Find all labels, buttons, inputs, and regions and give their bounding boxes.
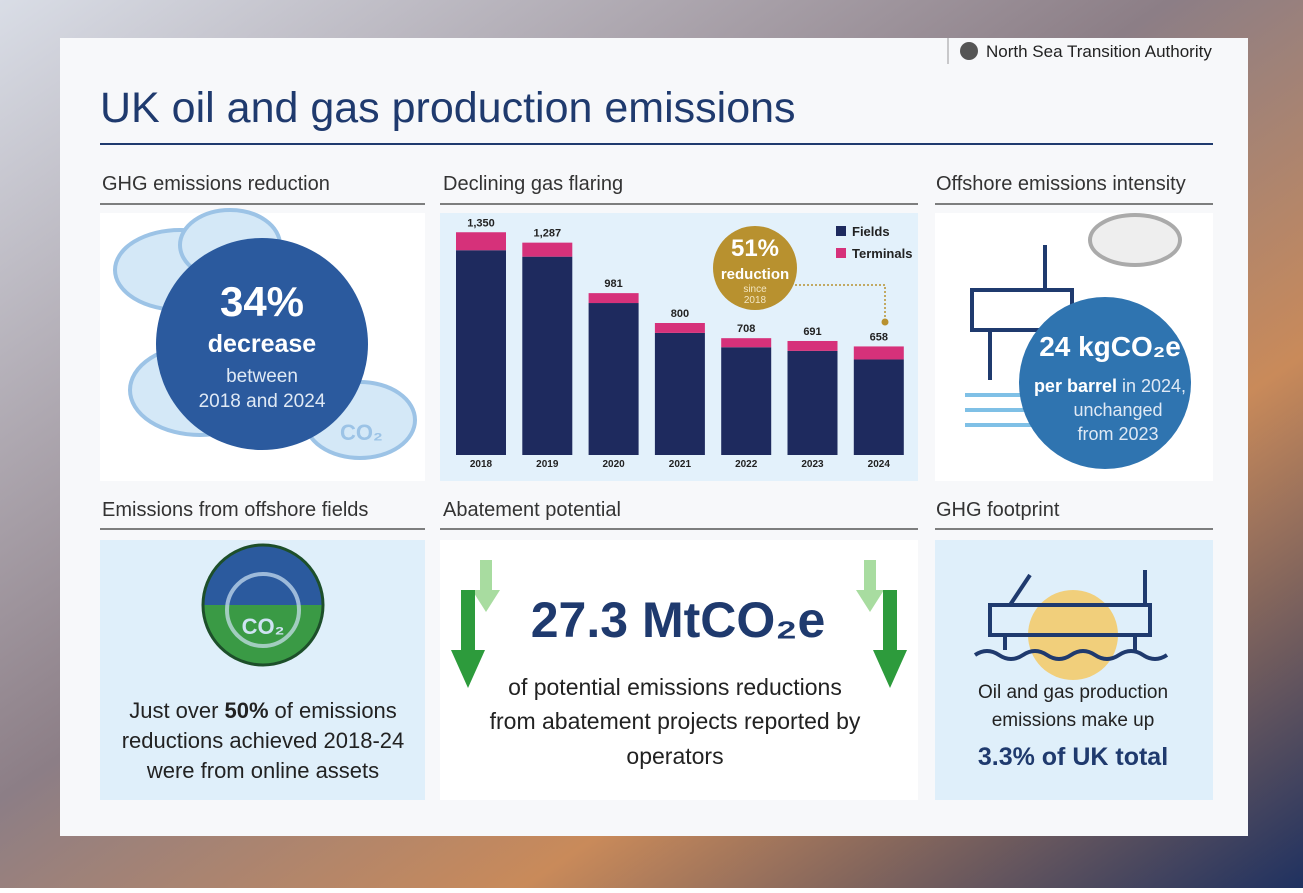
bar-segment <box>522 242 573 257</box>
icon-arrow <box>225 572 301 648</box>
heading: Emissions from offshore fields <box>102 499 368 521</box>
total-label: 708 <box>737 323 755 335</box>
bar-segment <box>654 323 705 333</box>
decoration <box>100 203 1213 530</box>
icon-bottom <box>203 605 323 665</box>
description: Just over 50% of emissions <box>129 698 397 723</box>
annotation-note: since <box>743 284 767 295</box>
heading: GHG emissions reduction <box>102 173 330 195</box>
bar-segment <box>588 293 639 304</box>
bar-segment <box>721 338 772 348</box>
decoration <box>973 570 1169 661</box>
total-label: 691 <box>803 326 821 338</box>
total-label: 658 <box>870 331 888 343</box>
x-tick-label: 2023 <box>801 459 824 470</box>
emphasis: 50% <box>224 698 268 723</box>
legend-swatch <box>836 248 846 258</box>
description: emissions make up <box>992 710 1155 731</box>
description: 2018 and 2024 <box>199 391 326 412</box>
x-tick-label: 2020 <box>602 459 625 470</box>
bar-segment <box>456 250 506 455</box>
bar-segment <box>787 340 838 351</box>
annotation-label: reduction <box>721 266 789 283</box>
panel <box>440 540 918 800</box>
annotation-value: 51% <box>731 235 779 262</box>
legend-label: Fields <box>852 224 890 239</box>
annotation-circle <box>713 226 797 310</box>
description: between <box>226 366 298 387</box>
value-label: decrease <box>208 330 317 358</box>
text: of emissions <box>275 698 397 723</box>
legend-swatch <box>836 226 846 236</box>
page-title: UK oil and gas production emissions <box>100 84 796 132</box>
annotation-note: 2018 <box>744 295 767 306</box>
arrow <box>451 590 485 688</box>
text: Just over <box>129 698 218 723</box>
description: from abatement projects reported by <box>490 708 861 734</box>
organization: North Sea Transition Authority <box>986 42 1212 61</box>
bar-segment <box>654 332 705 455</box>
legend-label: Terminals <box>852 246 912 261</box>
arrows <box>451 560 907 688</box>
arrow <box>856 560 884 612</box>
total-label: 981 <box>604 278 622 290</box>
x-tick-label: 2019 <box>536 459 559 470</box>
heading: GHG footprint <box>936 499 1060 521</box>
arrow <box>873 590 907 688</box>
description: were from online assets <box>146 758 379 783</box>
heading: Declining gas flaring <box>443 173 623 195</box>
heading: Abatement potential <box>443 499 621 521</box>
cloud <box>1088 213 1182 267</box>
crane <box>1008 573 1032 607</box>
total-label: 800 <box>671 308 689 320</box>
platform <box>988 603 1152 637</box>
description: Oil and gas production <box>978 682 1168 703</box>
crest <box>960 42 978 60</box>
wave <box>973 649 1169 661</box>
description: reductions achieved 2018-24 <box>122 728 405 753</box>
bar-segment <box>721 347 772 455</box>
big-value: 34% <box>220 278 304 325</box>
icon-label: CO₂ <box>340 420 383 445</box>
description: per barrel in 2024, <box>1034 376 1186 396</box>
x-tick-label: 2024 <box>868 459 891 470</box>
highlight: 3.3% of UK total <box>978 743 1168 771</box>
big-value: 24 kgCO₂e <box>1039 331 1181 362</box>
bar-segment <box>787 350 838 455</box>
description: unchanged <box>1073 400 1162 420</box>
bar-segment <box>853 359 904 455</box>
total-label: 1,350 <box>467 217 495 229</box>
annotation-dot <box>881 318 889 326</box>
highlight-circle <box>1019 297 1191 469</box>
x-tick-label: 2022 <box>735 459 758 470</box>
icon-label: CO₂ <box>242 614 285 639</box>
bar-segment <box>853 346 904 360</box>
x-tick-label: 2021 <box>669 459 692 470</box>
bar-segment <box>588 303 639 455</box>
annotation-leader <box>795 284 886 320</box>
icon-ring <box>201 543 325 667</box>
description: from 2023 <box>1077 424 1158 444</box>
bar-segment <box>522 256 573 455</box>
highlight-circle <box>156 238 368 450</box>
arrow <box>472 560 500 612</box>
chart: 1,350 2018 1,287 2019 981 2020 800 2021 708 2022 6… <box>456 217 912 470</box>
description: operators <box>626 743 723 769</box>
x-tick-label: 2018 <box>470 459 493 470</box>
heading: Offshore emissions intensity <box>936 173 1186 195</box>
description: of potential emissions reductions <box>508 674 842 700</box>
total-label: 1,287 <box>534 228 562 240</box>
bar-segment <box>456 232 506 251</box>
text: in 2024, <box>1122 376 1186 396</box>
big-value: 27.3 MtCO₂e <box>531 592 826 648</box>
emphasis: per barrel <box>1034 376 1117 396</box>
